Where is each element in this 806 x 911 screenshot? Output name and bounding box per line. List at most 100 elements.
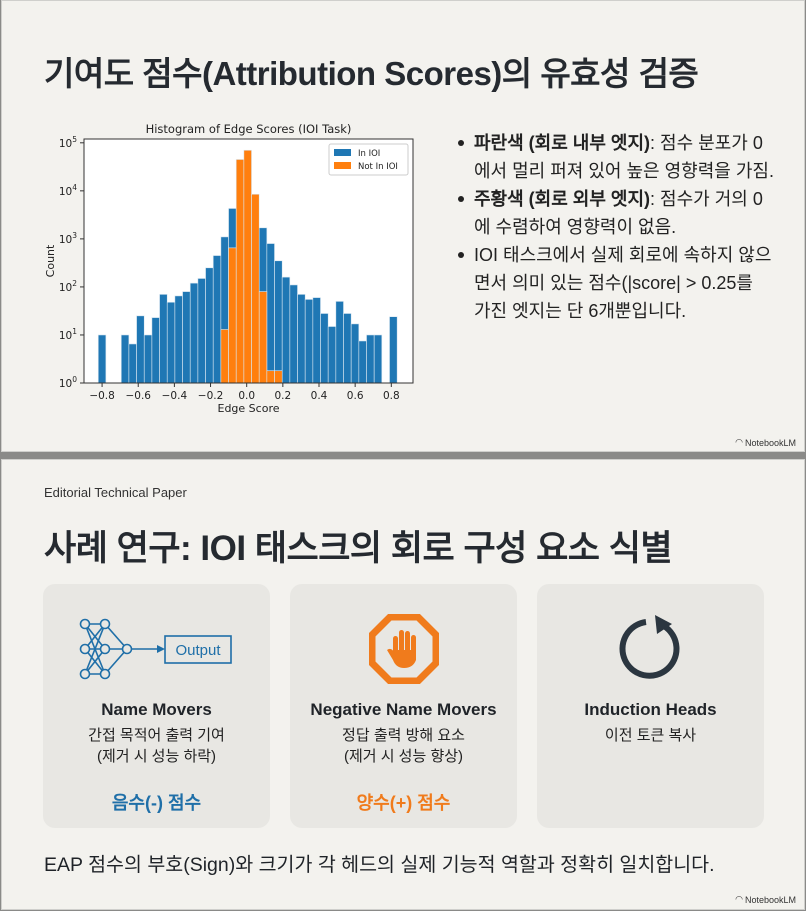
bar-not-in-ioi: [266, 370, 275, 384]
bar-in-ioi: [373, 334, 383, 384]
x-tick-label: 0.2: [274, 390, 291, 402]
bar-in-ioi: [97, 334, 107, 384]
card-title: Negative Name Movers: [310, 700, 497, 719]
card-name-movers: Output Name Movers 간접 목적어 출력 기여 (제거 시 성능 …: [43, 584, 270, 828]
bar-in-ioi: [350, 323, 360, 384]
bar-in-ioi: [212, 255, 222, 384]
score-label: 양수(+) 점수: [356, 793, 451, 813]
desc-line: 정답 출력 방해 요소: [342, 727, 465, 744]
score-label: 음수(-) 점수: [111, 793, 202, 813]
bullet-text: : 점수가 거의 0에 수렴하여 영향력이 없음.: [474, 189, 763, 237]
y-tick-label: 103: [59, 231, 77, 246]
neural-network-icon: Output: [43, 614, 270, 684]
edge-score-histogram: −0.8 −0.6 −0.4 −0.2 0.0 0.2 0.4 0.6 0.8 100 101 102…: [44, 122, 414, 415]
desc-line: (제거 시 성능 하락): [96, 748, 217, 765]
plot-frame: [83, 138, 414, 384]
bar-in-ioi: [166, 301, 176, 384]
bullet-item: IOI 태스크에서 실제 회로에 속하지 않으면서 의미 있는 점수(|scor…: [454, 241, 774, 325]
bar-not-in-ioi: [258, 291, 268, 384]
bar-in-ioi: [389, 316, 398, 384]
y-tick-label: 102: [59, 279, 77, 294]
bar-in-ioi: [343, 313, 352, 384]
bullet-text: : 점수 분포가 0에서 멀리 퍼져 있어 높은 영향력을 가짐.: [474, 133, 774, 181]
bar-in-ioi: [197, 278, 206, 384]
card-title: Name Movers: [101, 700, 212, 719]
bar-in-ioi: [120, 334, 130, 384]
legend-label: Not In IOI: [358, 162, 398, 172]
x-tick-label: 0.6: [347, 390, 364, 402]
bullet-heading: 파란색 (회로 내부 엣지): [474, 133, 651, 153]
output-label: Output: [175, 642, 221, 659]
card-description: 정답 출력 방해 요소 (제거 시 성능 향상): [290, 725, 517, 767]
bar-in-ioi: [327, 326, 337, 384]
bar-not-in-ioi: [235, 159, 245, 384]
desc-line: (제거 시 성능 향상): [343, 748, 464, 765]
x-tick-label: 0.4: [311, 390, 328, 402]
stop-hand-icon: [290, 614, 517, 684]
x-tick-label: −0.6: [125, 390, 151, 402]
card-induction-heads: Induction Heads 이전 토큰 복사: [537, 584, 764, 828]
bar-in-ioi: [182, 291, 191, 384]
bullet-heading: 주황색 (회로 외부 엣지): [474, 189, 651, 209]
bullet-list: 파란색 (회로 내부 엣지): 점수 분포가 0에서 멀리 퍼져 있어 높은 영…: [454, 129, 774, 325]
card-negative-name-movers: Negative Name Movers 정답 출력 방해 요소 (제거 시 성능…: [290, 584, 517, 828]
bullet-item: 파란색 (회로 내부 엣지): 점수 분포가 0에서 멀리 퍼져 있어 높은 영…: [454, 129, 774, 185]
bar-not-in-ioi: [228, 247, 237, 384]
x-tick-label: −0.2: [198, 390, 224, 402]
bar-in-ioi: [335, 301, 344, 384]
brand-label: NotebookLM: [744, 437, 796, 448]
bar-in-ioi: [274, 260, 283, 384]
bar-not-in-ioi: [220, 329, 229, 384]
desc-line: 이전 토큰 복사: [604, 727, 697, 744]
slide-title: 기여도 점수(Attribution Scores)의 유효성 검증: [44, 55, 699, 92]
bar-in-ioi: [320, 313, 329, 384]
legend-swatch: [334, 162, 351, 169]
legend-swatch: [334, 149, 351, 156]
slide-title: 사례 연구: IOI 태스크의 회로 구성 요소 식별: [44, 529, 673, 568]
y-axis-label: Count: [44, 244, 57, 277]
bullet-item: 주황색 (회로 외부 엣지): 점수가 거의 0에 수렴하여 영향력이 없음.: [454, 185, 774, 241]
bar-in-ioi: [128, 343, 137, 384]
chart-title: Histogram of Edge Scores (IOI Task): [146, 122, 352, 136]
summary-text: EAP 점수의 부호(Sign)와 크기가 각 헤드의 실제 기능적 역할과 정…: [44, 854, 715, 876]
bar-in-ioi: [174, 295, 183, 384]
slide-case-study: Editorial Technical Paper 사례 연구: IOI 태스크…: [1, 459, 805, 910]
x-axis-label: Edge Score: [218, 402, 280, 415]
bullet-text: IOI 태스크에서 실제 회로에 속하지 않으면서 의미 있는 점수(|scor…: [474, 245, 772, 321]
y-tick-label: 105: [59, 135, 77, 150]
bar-in-ioi: [304, 299, 314, 384]
bar-in-ioi: [312, 297, 321, 384]
y-tick-label: 100: [59, 375, 77, 390]
desc-line: 간접 목적어 출력 기여: [88, 727, 225, 744]
brand-label: NotebookLM: [744, 894, 796, 905]
bar-not-in-ioi: [274, 370, 283, 384]
bar-in-ioi: [366, 334, 375, 384]
bar-not-in-ioi: [251, 193, 260, 384]
slide-attribution-validation: 기여도 점수(Attribution Scores)의 유효성 검증 −0.8−…: [1, 0, 805, 452]
bar-in-ioi: [189, 282, 199, 384]
bar-in-ioi: [159, 294, 168, 384]
bar-in-ioi: [136, 315, 145, 384]
bar-not-in-ioi: [243, 149, 252, 384]
bar-in-ioi: [151, 317, 160, 384]
bar-in-ioi: [281, 276, 291, 384]
bar-in-ioi: [297, 294, 306, 384]
card-title: Induction Heads: [584, 700, 717, 719]
card-description: 이전 토큰 복사: [537, 725, 764, 746]
legend-label: In IOI: [358, 149, 380, 159]
x-tick-label: 0.0: [238, 390, 255, 402]
bar-in-ioi: [289, 284, 298, 384]
y-tick-label: 101: [59, 327, 77, 342]
bar-in-ioi: [358, 340, 367, 384]
x-tick-label: −0.8: [89, 390, 115, 402]
circular-arrow-icon: [537, 614, 764, 684]
x-tick-label: −0.4: [162, 390, 188, 402]
notebooklm-logo-icon: ◠: [735, 894, 743, 904]
x-tick-label: 0.8: [383, 390, 400, 402]
y-tick-label: 104: [59, 183, 77, 198]
bar-in-ioi: [266, 243, 275, 384]
notebooklm-logo-icon: ◠: [735, 437, 743, 447]
notebooklm-brand: ◠ NotebookLM: [735, 894, 796, 905]
kicker: Editorial Technical Paper: [44, 485, 187, 500]
notebooklm-brand: ◠ NotebookLM: [735, 437, 796, 448]
